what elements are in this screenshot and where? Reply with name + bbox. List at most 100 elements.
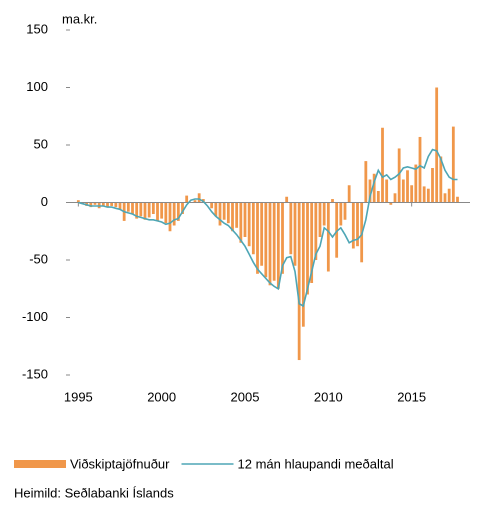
- bar: [247, 202, 251, 247]
- bar: [326, 202, 330, 272]
- bar: [322, 202, 326, 226]
- bar: [101, 202, 105, 206]
- bar: [93, 202, 97, 205]
- bar: [76, 200, 80, 203]
- bar: [168, 202, 172, 232]
- bar: [393, 193, 397, 203]
- x-tick-label: 1995: [64, 389, 93, 404]
- legend-label: 12 mán hlaupandi meðaltal: [238, 456, 394, 471]
- bar: [335, 202, 339, 258]
- bar: [343, 202, 347, 220]
- bar: [301, 202, 305, 327]
- bar: [139, 202, 143, 217]
- bar: [251, 202, 255, 255]
- bar: [289, 202, 293, 255]
- bar: [172, 202, 176, 226]
- bar: [126, 202, 130, 212]
- y-tick-label: 150: [26, 21, 48, 36]
- bar: [193, 200, 197, 203]
- bar: [243, 202, 247, 237]
- bar: [106, 202, 109, 208]
- bar: [376, 191, 380, 203]
- bar: [414, 164, 418, 203]
- bar: [447, 188, 451, 203]
- bar: [456, 196, 459, 203]
- bar: [143, 202, 147, 220]
- y-tick-label: 0: [41, 194, 48, 209]
- bar: [89, 202, 93, 208]
- bar: [451, 126, 455, 203]
- bar: [389, 202, 393, 205]
- bar: [356, 202, 359, 247]
- bar: [406, 170, 409, 203]
- line: [78, 148, 458, 308]
- bar: [339, 202, 343, 226]
- bar: [147, 202, 151, 218]
- bar: [410, 185, 414, 203]
- bar: [293, 202, 297, 266]
- bar: [131, 202, 134, 214]
- legend-label: Viðskiptajöfnuður: [70, 456, 170, 471]
- bar: [285, 196, 289, 203]
- bar: [397, 148, 401, 203]
- bar: [176, 202, 180, 221]
- bar: [351, 202, 355, 249]
- y-tick-label: 50: [34, 136, 48, 151]
- bar: [260, 202, 264, 266]
- bar: [276, 202, 280, 289]
- y-tick-label: -50: [29, 251, 48, 266]
- x-tick-label: 2010: [314, 389, 343, 404]
- bar: [372, 173, 376, 203]
- bar: [381, 127, 384, 203]
- bar: [443, 193, 447, 203]
- bar: [135, 202, 139, 219]
- bar: [156, 202, 159, 221]
- bar: [401, 179, 405, 203]
- bar: [218, 202, 222, 226]
- bar: [256, 202, 259, 274]
- bar: [281, 202, 284, 274]
- bar: [231, 202, 234, 232]
- y-tick-label: -100: [22, 309, 48, 324]
- bar: [418, 136, 422, 203]
- bar: [306, 202, 309, 295]
- bar: [118, 202, 122, 210]
- bar: [272, 202, 276, 281]
- bar: [164, 202, 168, 224]
- bar: [222, 202, 226, 220]
- bar: [114, 202, 118, 208]
- bar: [110, 202, 114, 206]
- bar: [310, 202, 314, 283]
- x-tick-label: 2000: [147, 389, 176, 404]
- bar: [347, 185, 351, 203]
- bar: [264, 202, 268, 278]
- bar: [235, 202, 239, 228]
- bar: [364, 161, 368, 203]
- bar: [185, 195, 189, 203]
- bar: [314, 202, 318, 260]
- y-unit-label: ma.kr.: [62, 11, 97, 26]
- bar: [297, 202, 301, 361]
- bar: [268, 202, 272, 286]
- legend-swatch: [14, 460, 66, 468]
- bar: [151, 202, 155, 214]
- bar: [439, 156, 443, 203]
- bar: [422, 186, 426, 203]
- source: Heimild: Seðlabanki Íslands: [14, 485, 174, 500]
- bar: [331, 199, 334, 203]
- bar: [197, 193, 201, 203]
- y-tick-label: -150: [22, 366, 48, 381]
- x-tick-label: 2005: [231, 389, 260, 404]
- bar: [431, 168, 434, 203]
- bar: [318, 202, 322, 237]
- bar: [226, 202, 230, 224]
- bar: [181, 202, 184, 214]
- bar: [435, 87, 439, 203]
- bar: [160, 202, 164, 219]
- bar: [210, 202, 214, 209]
- x-tick-label: 2015: [397, 389, 426, 404]
- bar: [368, 179, 372, 203]
- bar: [385, 179, 389, 203]
- y-tick-label: 100: [26, 79, 48, 94]
